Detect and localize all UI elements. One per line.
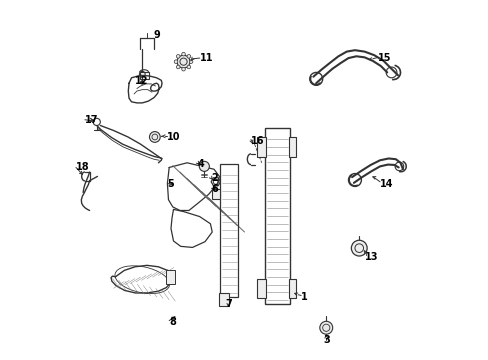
Text: 9: 9 [153,30,160,40]
Circle shape [176,65,180,69]
Circle shape [177,55,190,68]
Text: 7: 7 [224,299,231,309]
Bar [140,72,148,79]
Bar [257,279,265,298]
Circle shape [199,161,209,171]
Bar [288,279,296,298]
Text: 10: 10 [167,132,181,142]
Circle shape [174,60,178,63]
Bar [257,137,265,157]
Circle shape [189,60,192,63]
Text: 1: 1 [301,292,307,302]
Text: 14: 14 [379,179,393,189]
Circle shape [187,55,190,58]
Circle shape [140,81,144,84]
Text: 2: 2 [211,173,218,183]
Text: 4: 4 [197,159,203,169]
Circle shape [149,132,160,142]
Bar [265,128,289,304]
Text: 17: 17 [85,115,98,125]
Bar [288,137,296,157]
Text: 13: 13 [364,252,377,262]
Text: 15: 15 [377,53,390,63]
Circle shape [182,67,185,71]
Circle shape [176,55,180,58]
Text: 6: 6 [211,184,218,194]
Bar [220,164,238,297]
Text: 16: 16 [250,136,264,145]
Circle shape [319,321,332,334]
Text: 8: 8 [169,317,176,327]
Text: 11: 11 [199,53,213,63]
Circle shape [182,52,185,56]
Bar [165,270,174,284]
Text: 12: 12 [135,76,148,86]
Text: 18: 18 [76,162,89,172]
Circle shape [351,240,366,256]
Bar [219,293,229,306]
Bar [211,189,220,199]
Text: 3: 3 [322,334,329,345]
Text: 5: 5 [167,179,174,189]
Circle shape [187,65,190,69]
